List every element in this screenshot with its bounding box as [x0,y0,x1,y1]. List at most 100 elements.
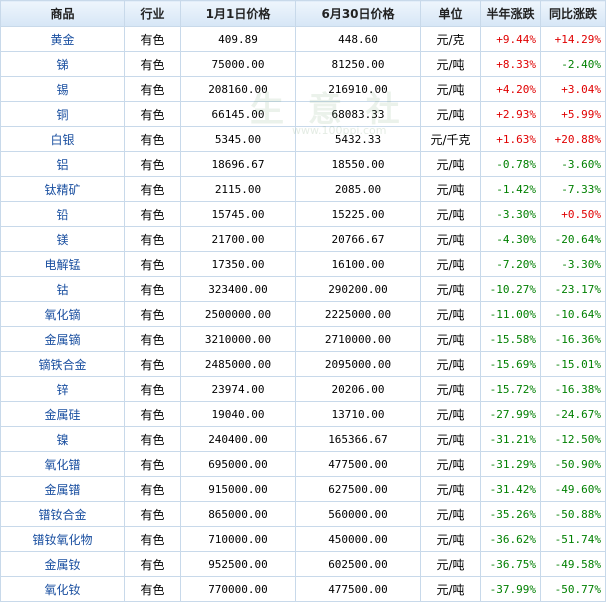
commodity: 钛精矿 [0,176,125,202]
start-price: 75000.00 [180,51,296,77]
start-price: 770000.00 [180,576,296,602]
half-year-change: -15.58% [480,326,541,352]
table-row: 黄金 有色 409.89 448.60 元/克 +9.44% +14.29% [0,26,606,52]
industry: 有色 [124,201,181,227]
end-price: 560000.00 [295,501,421,527]
table-row: 铅有色 15745.00 15225.00 元/吨 -3.30% +0.50% [0,201,606,227]
commodity: 铜 [0,101,125,127]
start-price: 66145.00 [180,101,296,127]
half-year-change: -1.42% [480,176,541,202]
start-price: 15745.00 [180,201,296,227]
end-price: 477500.00 [295,576,421,602]
yoy-change: -16.38% [540,376,606,402]
end-price: 627500.00 [295,476,421,502]
yoy-change: -51.74% [540,526,606,552]
start-price: 3210000.00 [180,326,296,352]
table-body: 黄金 有色 409.89 448.60 元/克 +9.44% +14.29% 锑有色 75000… [0,26,606,602]
yoy-change: -7.33% [540,176,606,202]
half-year-change: -35.26% [480,501,541,527]
industry: 有色 [124,301,181,327]
industry: 有色 [124,276,181,302]
yoy-change: +5.99% [540,101,606,127]
yoy-change: -50.90% [540,451,606,477]
end-price: 450000.00 [295,526,421,552]
industry: 有色 [124,51,181,77]
yoy-change: -24.67% [540,401,606,427]
header-cell: 6月30日价格 [295,0,421,27]
yoy-change: -20.64% [540,226,606,252]
start-price: 952500.00 [180,551,296,577]
industry: 有色 [124,151,181,177]
start-price: 710000.00 [180,526,296,552]
end-price: 165366.67 [295,426,421,452]
yoy-change: -16.36% [540,326,606,352]
unit: 元/吨 [420,101,481,127]
end-price: 5432.33 [295,126,421,152]
end-price: 602500.00 [295,551,421,577]
unit: 元/吨 [420,51,481,77]
start-price: 915000.00 [180,476,296,502]
half-year-change: -36.75% [480,551,541,577]
end-price: 290200.00 [295,276,421,302]
half-year-change: +1.63% [480,126,541,152]
start-price: 5345.00 [180,126,296,152]
end-price: 15225.00 [295,201,421,227]
commodity: 镁 [0,226,125,252]
table-row: 氧化镨 有色 695000.00 477500.00 元/吨 -31.29% -50.90% [0,451,606,477]
start-price: 695000.00 [180,451,296,477]
industry: 有色 [124,101,181,127]
start-price: 2115.00 [180,176,296,202]
end-price: 16100.00 [295,251,421,277]
commodity: 锡 [0,76,125,102]
half-year-change: -15.72% [480,376,541,402]
start-price: 208160.00 [180,76,296,102]
table-row: 氧化钕 有色 770000.00 477500.00 元/吨 -37.99% -50.77% [0,576,606,602]
half-year-change: -31.42% [480,476,541,502]
yoy-change: -3.60% [540,151,606,177]
unit: 元/吨 [420,451,481,477]
start-price: 17350.00 [180,251,296,277]
end-price: 477500.00 [295,451,421,477]
table-row: 金属硅 有色 19040.00 13710.00 元/吨 -27.99% -24.67% [0,401,606,427]
industry: 有色 [124,326,181,352]
commodity: 镨钕合金 [0,501,125,527]
unit: 元/吨 [420,551,481,577]
start-price: 409.89 [180,26,296,52]
header-cell: 单位 [420,0,481,27]
start-price: 865000.00 [180,501,296,527]
commodity: 铝 [0,151,125,177]
header-cell: 行业 [124,0,181,27]
industry: 有色 [124,476,181,502]
industry: 有色 [124,551,181,577]
industry: 有色 [124,226,181,252]
start-price: 23974.00 [180,376,296,402]
table-row: 钛精矿 有色 2115.00 2085.00 元/吨 -1.42% -7.33% [0,176,606,202]
industry: 有色 [124,26,181,52]
half-year-change: -31.21% [480,426,541,452]
commodity: 氧化镨 [0,451,125,477]
table-row: 镝铁合金 有色 2485000.00 2095000.00 元/吨 -15.69% -15.… [0,351,606,377]
commodity: 金属钕 [0,551,125,577]
end-price: 2095000.00 [295,351,421,377]
yoy-change: -49.58% [540,551,606,577]
commodity: 镍 [0,426,125,452]
table-row: 铜有色 66145.00 68083.33 元/吨 +2.93% +5.99% [0,101,606,127]
start-price: 19040.00 [180,401,296,427]
half-year-change: -31.29% [480,451,541,477]
unit: 元/克 [420,26,481,52]
start-price: 21700.00 [180,226,296,252]
industry: 有色 [124,76,181,102]
end-price: 2710000.00 [295,326,421,352]
header-cell: 半年涨跌 [480,0,541,27]
half-year-change: +2.93% [480,101,541,127]
yoy-change: +20.88% [540,126,606,152]
yoy-change: -10.64% [540,301,606,327]
start-price: 2500000.00 [180,301,296,327]
yoy-change: +14.29% [540,26,606,52]
commodity: 锌 [0,376,125,402]
table-row: 金属钕 有色 952500.00 602500.00 元/吨 -36.75% -49.58% [0,551,606,577]
industry: 有色 [124,426,181,452]
header-cell: 同比涨跌 [540,0,606,27]
industry: 有色 [124,501,181,527]
